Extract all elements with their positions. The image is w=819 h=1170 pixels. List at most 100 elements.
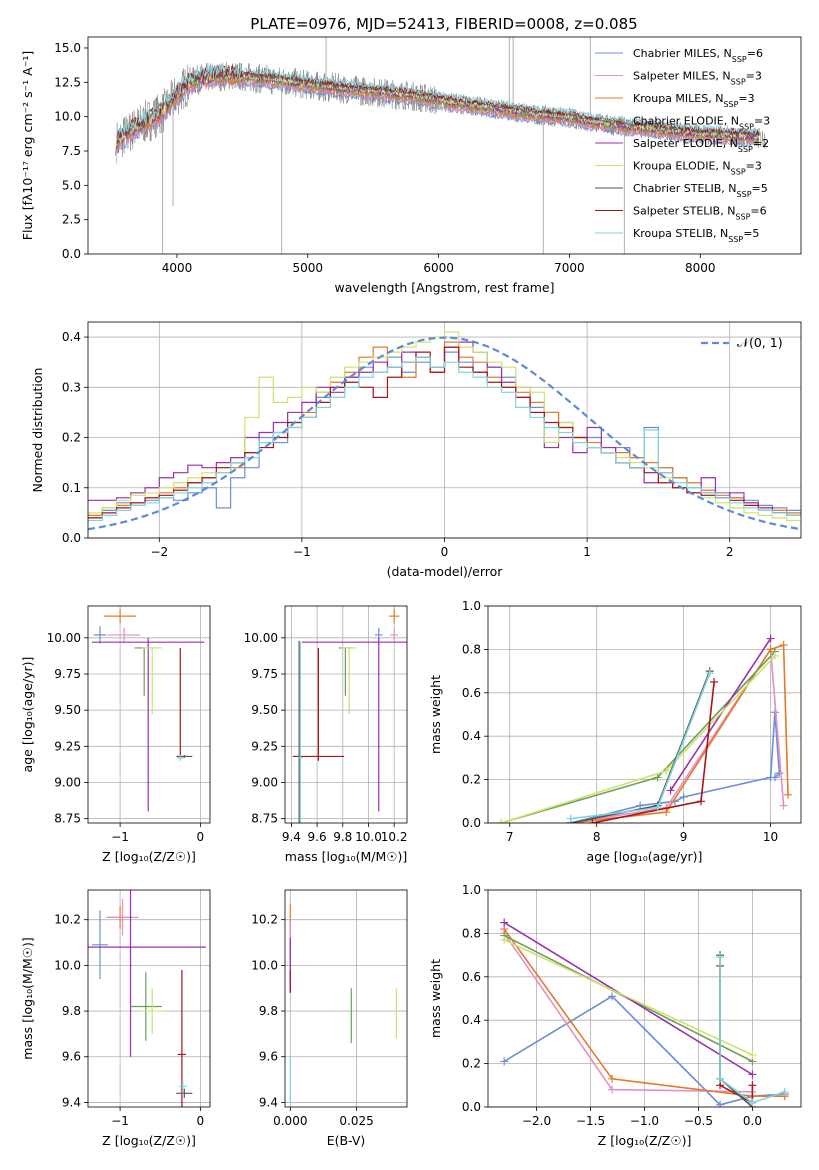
panel-mass_vs_EBV: 0.000 0.025 9.4 9.6 9.8 10.0 10.2 E(B-V) — [251, 889, 408, 1148]
y-axis-label: age [log₁₀(age/yr)] — [20, 657, 35, 773]
x-axis-label: Z [log₁₀(Z/Z☉)] — [102, 849, 196, 864]
weight-line — [503, 921, 753, 1076]
weight-line — [500, 655, 776, 823]
spectrum-title: PLATE=0976, MJD=52413, FIBERID=0008, z=0… — [250, 15, 637, 33]
weight-marker — [748, 1098, 757, 1107]
x-axis-label: (data-model)/error — [387, 564, 504, 579]
plot-area — [497, 634, 792, 823]
weight-marker — [662, 808, 671, 817]
x-axis-label: E(B-V) — [327, 1133, 366, 1148]
spectrum-model-line — [117, 62, 760, 141]
x-tick-label: 10.2 — [381, 830, 408, 844]
panel-mass_vs_Z: −1 0 9.4 9.6 9.8 10.0 10.2 Z [log₁₀(Z/Z☉)] mass … — [20, 889, 211, 1148]
axes-frame — [87, 889, 211, 1108]
weight-line — [503, 928, 785, 1097]
x-axis-label: age [log₁₀(age/yr)] — [587, 849, 703, 864]
x-tick-label: 0.000 — [273, 1114, 307, 1128]
x-tick-label: 10 — [763, 830, 778, 844]
plot-area — [88, 890, 206, 1107]
weight-marker — [770, 651, 779, 660]
y-tick-label: 1.0 — [462, 599, 481, 613]
axes-frame — [87, 36, 802, 255]
y-tick-label: 9.6 — [62, 1050, 81, 1064]
x-axis-label: Z [log₁₀(Z/Z☉)] — [598, 1133, 692, 1148]
x-tick-label: 6000 — [423, 261, 454, 275]
y-tick-label: 8.75 — [54, 812, 81, 826]
panel-residuals: −2 −1 0 1 2 0.0 0.1 0.2 0.3 0.4 (data-model)/error… — [30, 321, 802, 579]
x-tick-label: 5000 — [293, 261, 324, 275]
x-tick-label: −2.0 — [522, 1114, 551, 1128]
legend-label: Salpeter ELODIE, NSSP=2 — [633, 137, 769, 154]
panel-age_vs_mass: 9.4 9.6 9.8 10.010.2 8.75 9.00 9.25 9.50 9.75 10.… — [244, 605, 408, 864]
x-tick-label: 9.4 — [282, 830, 301, 844]
y-tick-label: 0.4 — [62, 330, 81, 344]
weight-marker — [588, 819, 597, 823]
x-tick-label: 7000 — [554, 261, 585, 275]
x-tick-label: 2 — [726, 545, 734, 559]
y-tick-label: 8.75 — [251, 812, 278, 826]
y-tick-label: 10.2 — [54, 913, 81, 927]
y-axis-label: mass weight — [428, 959, 443, 1038]
panel-spectrum: 4000 5000 6000 7000 8000 0.0 2.5 5.0 7.5 10.0 12.5… — [20, 36, 802, 295]
axes-frame — [487, 605, 802, 824]
weight-marker — [500, 918, 509, 927]
x-tick-label: −1 — [293, 545, 311, 559]
x-tick-label: −1 — [111, 830, 129, 844]
y-axis-label: mass [log₁₀(M/M☉)] — [20, 937, 35, 1059]
x-tick-label: 7 — [506, 830, 514, 844]
weight-marker — [666, 786, 675, 795]
weight-marker — [710, 677, 719, 686]
x-axis-label: wavelength [Angstrom, rest frame] — [334, 280, 554, 295]
y-tick-label: 0.0 — [462, 816, 481, 830]
x-tick-label: −0.5 — [684, 1114, 713, 1128]
y-tick-label: 12.5 — [54, 75, 81, 89]
weight-marker — [653, 803, 662, 812]
spectrum-model-line — [115, 75, 760, 156]
x-tick-label: −2 — [150, 545, 168, 559]
y-tick-label: 10.0 — [251, 958, 278, 972]
y-tick-label: 0.6 — [462, 970, 481, 984]
weight-marker — [775, 769, 784, 778]
y-tick-label: 0.0 — [62, 531, 81, 545]
y-tick-label: 0.8 — [462, 926, 481, 940]
weight-marker — [783, 790, 792, 799]
y-tick-label: 9.25 — [251, 739, 278, 753]
x-tick-label: −1 — [111, 1114, 129, 1128]
weight-marker — [566, 814, 575, 823]
y-tick-label: 9.8 — [62, 1004, 81, 1018]
y-tick-label: 0.6 — [462, 686, 481, 700]
weight-marker — [608, 1085, 617, 1094]
legend-label: Chabrier ELODIE, NSSP=3 — [633, 115, 770, 132]
weight-marker — [500, 1057, 509, 1066]
axes-frame — [87, 321, 802, 539]
plot-area — [500, 918, 789, 1107]
spectrum-legend: Chabrier MILES, NSSP=6 Salpeter MILES, NS… — [595, 47, 770, 244]
y-tick-label: 9.25 — [54, 739, 81, 753]
weight-marker — [779, 801, 788, 810]
x-tick-label: 0.0 — [743, 1114, 762, 1128]
y-axis-label: Flux [fλ10⁻¹⁷ erg cm⁻² s⁻¹ A⁻¹] — [20, 51, 35, 240]
x-tick-label: −1.0 — [630, 1114, 659, 1128]
x-axis-label: mass [log₁₀(M/M☉)] — [285, 849, 407, 864]
legend-label: Kroupa ELODIE, NSSP=3 — [633, 160, 762, 177]
y-tick-label: 0.0 — [462, 1100, 481, 1114]
weight-marker — [770, 773, 779, 782]
y-tick-label: 1.0 — [462, 883, 481, 897]
panel-age_vs_Z: −1 0 8.75 9.00 9.25 9.50 9.75 10.00 Z [log₁₀(Z/Z… — [20, 605, 211, 864]
weight-line — [719, 957, 786, 1104]
y-tick-label: 5.0 — [62, 178, 81, 192]
x-tick-label: 10.0 — [355, 830, 382, 844]
y-tick-label: 9.00 — [251, 775, 278, 789]
y-tick-label: 15.0 — [54, 41, 81, 55]
y-tick-label: 0.2 — [62, 431, 81, 445]
normal-curve — [88, 336, 801, 531]
axes-frame — [284, 889, 408, 1108]
y-tick-label: 0.1 — [62, 481, 81, 495]
y-tick-label: 9.00 — [54, 775, 81, 789]
x-tick-label: 9.6 — [308, 830, 327, 844]
legend-label: Kroupa MILES, NSSP=3 — [633, 92, 755, 109]
weight-line — [503, 939, 753, 1056]
y-axis-label: Normed distribution — [30, 368, 45, 493]
y-tick-label: 9.50 — [54, 703, 81, 717]
y-tick-label: 0.2 — [462, 1057, 481, 1071]
